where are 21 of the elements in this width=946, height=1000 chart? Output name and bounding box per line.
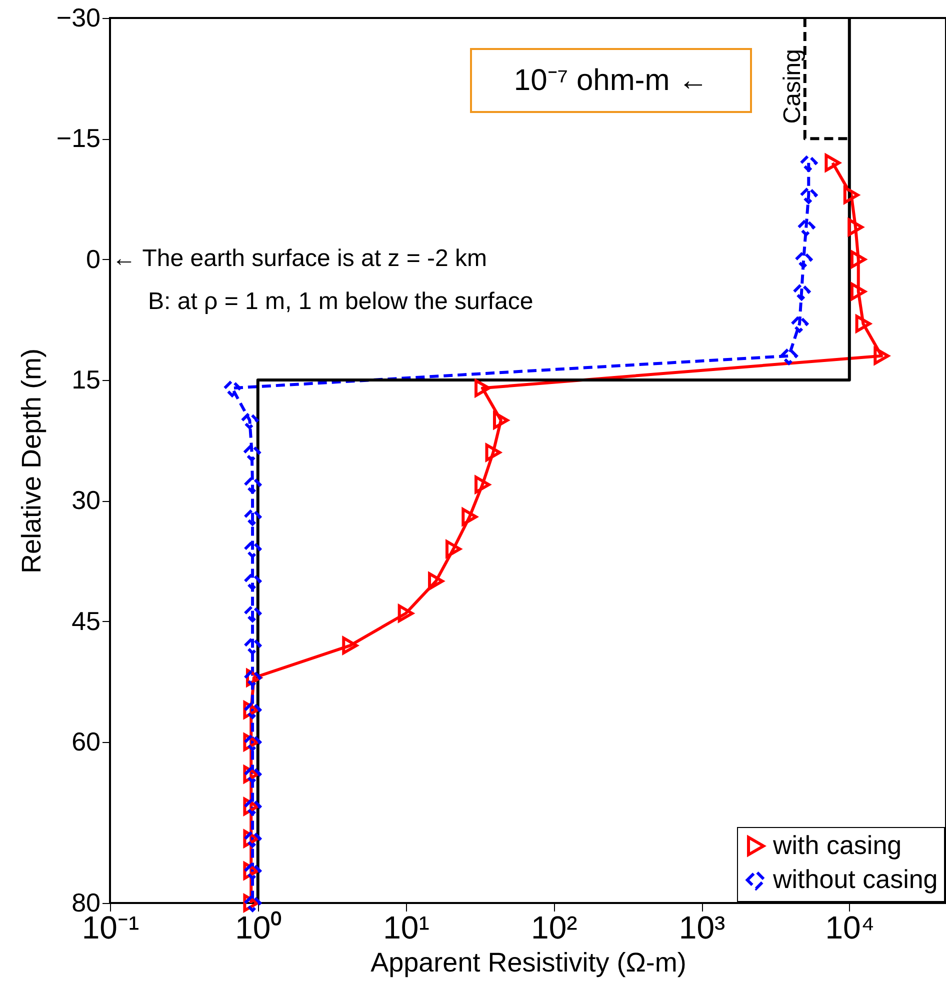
y-tick-label: 0 (86, 244, 100, 274)
x-axis-title: Apparent Resistivity (Ω-m) (370, 948, 686, 978)
y-tick-label: 80 (72, 888, 100, 918)
x-tick-label: 10⁰ (235, 910, 282, 946)
y-tick-label: −15 (56, 123, 100, 154)
x-tick-label: 10³ (678, 910, 726, 946)
annotation: ← The earth surface is at z = -2 km (112, 245, 488, 272)
x-tick-label: 10² (531, 910, 578, 946)
legend-label: with casing (772, 830, 902, 860)
x-tick-label: 10⁴ (825, 910, 875, 946)
y-axis-title: Relative Depth (m) (16, 348, 46, 574)
annotation: 10⁻⁷ ohm-m ← (514, 64, 708, 97)
annotation: Casing (778, 49, 806, 124)
y-tick-label: 60 (72, 726, 100, 757)
y-tick-label: 45 (72, 606, 100, 636)
x-tick-label: 10¹ (383, 910, 430, 946)
annotation: B: at ρ = 1 m, 1 m below the surface (148, 288, 534, 315)
y-tick-label: 15 (72, 364, 100, 395)
y-tick-label: 30 (72, 485, 100, 516)
y-tick-label: −30 (56, 2, 100, 32)
legend-label: without casing (772, 864, 938, 894)
